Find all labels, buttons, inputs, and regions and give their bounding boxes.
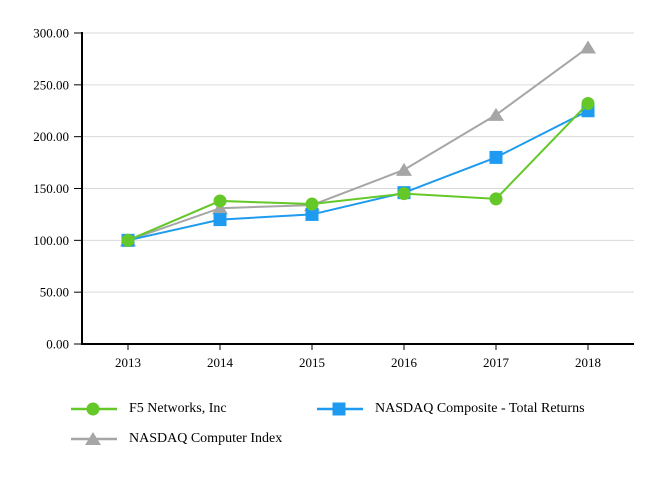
marker-f5-networks-inc-2016 [397, 187, 411, 201]
legend-marker [86, 402, 100, 416]
marker-f5-networks-inc-2014 [213, 194, 227, 208]
legend-label-nasdaq-composite-total-returns: NASDAQ Composite - Total Returns [375, 401, 585, 416]
y-axis-label: 50.00 [40, 285, 69, 300]
x-axis-label: 2018 [575, 355, 601, 370]
marker-nasdaq-composite-total-returns-2014 [213, 213, 227, 227]
x-axis-label: 2017 [483, 355, 510, 370]
marker-f5-networks-inc-2015 [305, 197, 319, 211]
series-line-nasdaq-composite-total-returns [127, 109, 589, 242]
legend-circle-marker-icon [71, 402, 117, 416]
chart-legend: F5 Networks, Inc NASDAQ Composite - Total… [71, 401, 666, 447]
y-axis-label: 100.00 [33, 233, 69, 248]
y-axis-label: 300.00 [33, 26, 69, 41]
performance-line-chart: 0.00 50.00 100.00 150.00 200.00 250.00 300.00 2… [33, 26, 634, 370]
marker-f5-networks-inc-2018 [581, 96, 595, 110]
series-line-f5-networks-inc [127, 102, 589, 242]
legend-marker [85, 432, 101, 445]
marker-nasdaq-composite-total-returns-2015 [305, 207, 319, 221]
legend-item-nasdaq-composite-total-returns: NASDAQ Composite - Total Returns [317, 401, 666, 417]
legend-square-marker-icon [317, 402, 363, 416]
legend-item-nasdaq-computer-index: NASDAQ Computer Index [71, 431, 317, 447]
marker-nasdaq-composite-total-returns-2017 [489, 150, 503, 164]
y-axis-label: 250.00 [33, 77, 69, 92]
y-axis-label: 0.00 [46, 337, 69, 352]
legend-triangle-marker-icon [71, 432, 117, 445]
x-axis-label: 2015 [299, 355, 325, 370]
legend-label-f5-networks-inc: F5 Networks, Inc [129, 401, 227, 416]
y-axis-label: 200.00 [33, 129, 69, 144]
marker-nasdaq-computer-index-2017 [488, 107, 504, 121]
series-line-nasdaq-computer-index [127, 46, 589, 242]
marker-f5-networks-inc-2017 [489, 192, 503, 206]
y-axis-label: 150.00 [33, 181, 69, 196]
x-axis-label: 2016 [391, 355, 418, 370]
x-axis-label: 2013 [115, 355, 141, 370]
legend-item-f5-networks-inc: F5 Networks, Inc [71, 401, 317, 417]
marker-nasdaq-computer-index-2016 [396, 162, 412, 176]
legend-label-nasdaq-computer-index: NASDAQ Computer Index [129, 431, 283, 446]
legend-marker [332, 402, 346, 416]
marker-nasdaq-computer-index-2014 [212, 201, 228, 215]
x-axis-label: 2014 [207, 355, 234, 370]
marker-nasdaq-computer-index-2018 [580, 40, 596, 54]
marker-f5-networks-inc-2013 [121, 233, 135, 247]
